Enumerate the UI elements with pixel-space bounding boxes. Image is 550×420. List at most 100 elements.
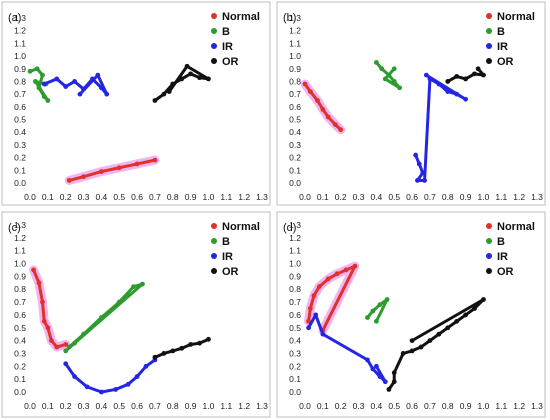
legend-label: IR bbox=[222, 41, 233, 53]
x-tick-label: 0.3 bbox=[353, 192, 365, 202]
y-tick-label: 1.2 bbox=[289, 233, 301, 243]
legend-label: Normal bbox=[222, 221, 260, 233]
data-point bbox=[445, 89, 451, 95]
series-or bbox=[152, 63, 211, 103]
data-point bbox=[422, 178, 427, 183]
y-tick-label: 0.8 bbox=[289, 284, 301, 294]
scatter-panel: 0.0 0.1 0.2 0.3 0.4 0.5 0.6 0.7 0.8 0.9 1.0 1.1 1.2 1… bbox=[1, 1, 271, 206]
data-point bbox=[134, 374, 140, 379]
x-tick-label: 0.0 bbox=[24, 401, 36, 411]
legend-marker bbox=[211, 253, 217, 259]
y-tick-label: 0.7 bbox=[289, 297, 301, 307]
legend-label: Normal bbox=[497, 11, 535, 23]
data-point bbox=[386, 387, 392, 392]
data-point bbox=[143, 363, 149, 369]
data-point bbox=[472, 71, 477, 77]
x-tick-label: 0.2 bbox=[335, 192, 347, 202]
legend-marker bbox=[211, 223, 217, 229]
data-point bbox=[463, 96, 469, 102]
x-tick-label: 0.5 bbox=[113, 192, 125, 202]
legend-label: Normal bbox=[222, 11, 260, 23]
data-point bbox=[463, 312, 469, 318]
y-tick-label: 0.3 bbox=[14, 140, 26, 150]
data-point bbox=[113, 387, 119, 392]
x-tick-label: 0.3 bbox=[78, 192, 90, 202]
data-point bbox=[72, 340, 78, 346]
x-tick-label: 0.9 bbox=[460, 192, 472, 202]
series-b bbox=[365, 297, 390, 324]
y-tick-label: 0.6 bbox=[14, 310, 26, 320]
data-point bbox=[98, 85, 104, 91]
x-tick-label: 0.6 bbox=[131, 401, 143, 411]
y-tick-label: 0.1 bbox=[14, 374, 26, 384]
x-tick-label: 0.4 bbox=[370, 401, 382, 411]
data-point bbox=[81, 174, 86, 180]
y-tick-label: 1.1 bbox=[289, 38, 301, 48]
x-tick-label: 0.1 bbox=[42, 192, 54, 202]
data-point bbox=[54, 344, 60, 350]
data-point bbox=[445, 79, 451, 84]
data-point bbox=[365, 357, 370, 363]
data-point bbox=[134, 161, 140, 167]
legend: Normal B IR OR bbox=[211, 221, 260, 278]
legend-label: IR bbox=[222, 251, 233, 263]
data-point bbox=[377, 302, 383, 308]
x-tick-label: 0.6 bbox=[406, 401, 418, 411]
x-tick-label: 1.1 bbox=[495, 192, 507, 202]
y-tick-label: 1.1 bbox=[289, 246, 301, 256]
legend-marker bbox=[486, 268, 492, 274]
data-point bbox=[77, 91, 83, 97]
data-point bbox=[161, 91, 167, 97]
x-tick-label: 0.3 bbox=[78, 401, 90, 411]
y-tick-label: 0.6 bbox=[289, 102, 301, 112]
data-point bbox=[391, 379, 397, 385]
data-point bbox=[206, 76, 211, 82]
scatter-panel: 0.0 0.1 0.2 0.3 0.4 0.5 0.6 0.7 0.8 0.9 1.0 1.1 1.2 1… bbox=[276, 1, 546, 206]
data-point bbox=[34, 66, 40, 72]
x-tick-label: 0.4 bbox=[370, 192, 382, 202]
legend-label: OR bbox=[222, 56, 239, 68]
data-point bbox=[311, 293, 317, 299]
data-point bbox=[386, 72, 392, 78]
legend: Normal B IR OR bbox=[486, 221, 535, 278]
data-point bbox=[45, 325, 51, 331]
y-tick-label: 0.7 bbox=[289, 89, 301, 99]
x-tick-label: 1.3 bbox=[531, 192, 543, 202]
legend-marker bbox=[211, 238, 217, 244]
data-point bbox=[27, 68, 33, 74]
data-point bbox=[423, 72, 429, 78]
data-point bbox=[472, 306, 477, 311]
data-point bbox=[31, 267, 36, 273]
data-point bbox=[416, 161, 422, 167]
y-tick-label: 1.1 bbox=[14, 38, 26, 48]
y-tick-label: 1.1 bbox=[14, 246, 26, 256]
x-tick-label: 0.9 bbox=[185, 192, 197, 202]
data-point bbox=[32, 79, 38, 84]
scatter-panel: 0.0 0.1 0.2 0.3 0.4 0.5 0.6 0.7 0.8 0.9 1.0 1.1 1.2 1… bbox=[276, 211, 546, 418]
x-tick-label: 0.9 bbox=[460, 401, 472, 411]
x-tick-label: 0.0 bbox=[299, 192, 311, 202]
legend-label: B bbox=[222, 26, 230, 38]
x-tick-label: 1.0 bbox=[203, 192, 215, 202]
panel-frame bbox=[1, 1, 271, 206]
data-point bbox=[352, 263, 358, 269]
y-tick-label: 1.0 bbox=[289, 259, 301, 269]
y-tick-label: 0.3 bbox=[289, 348, 301, 358]
legend-marker bbox=[211, 58, 217, 64]
data-point bbox=[188, 71, 194, 77]
data-point bbox=[334, 271, 340, 277]
data-point bbox=[84, 384, 90, 390]
x-tick-label: 1.2 bbox=[513, 401, 525, 411]
data-point bbox=[436, 81, 442, 87]
data-point bbox=[140, 281, 145, 287]
data-point bbox=[370, 308, 376, 314]
data-point bbox=[66, 178, 72, 183]
y-tick-label: 0.8 bbox=[14, 284, 26, 294]
legend-label: OR bbox=[222, 266, 239, 278]
legend: Normal B IR OR bbox=[211, 11, 260, 68]
legend-label: B bbox=[222, 236, 230, 248]
data-point bbox=[125, 381, 131, 387]
y-tick-label: 0.1 bbox=[289, 374, 301, 384]
data-point bbox=[409, 338, 415, 344]
panel-label: (c) bbox=[8, 222, 21, 234]
